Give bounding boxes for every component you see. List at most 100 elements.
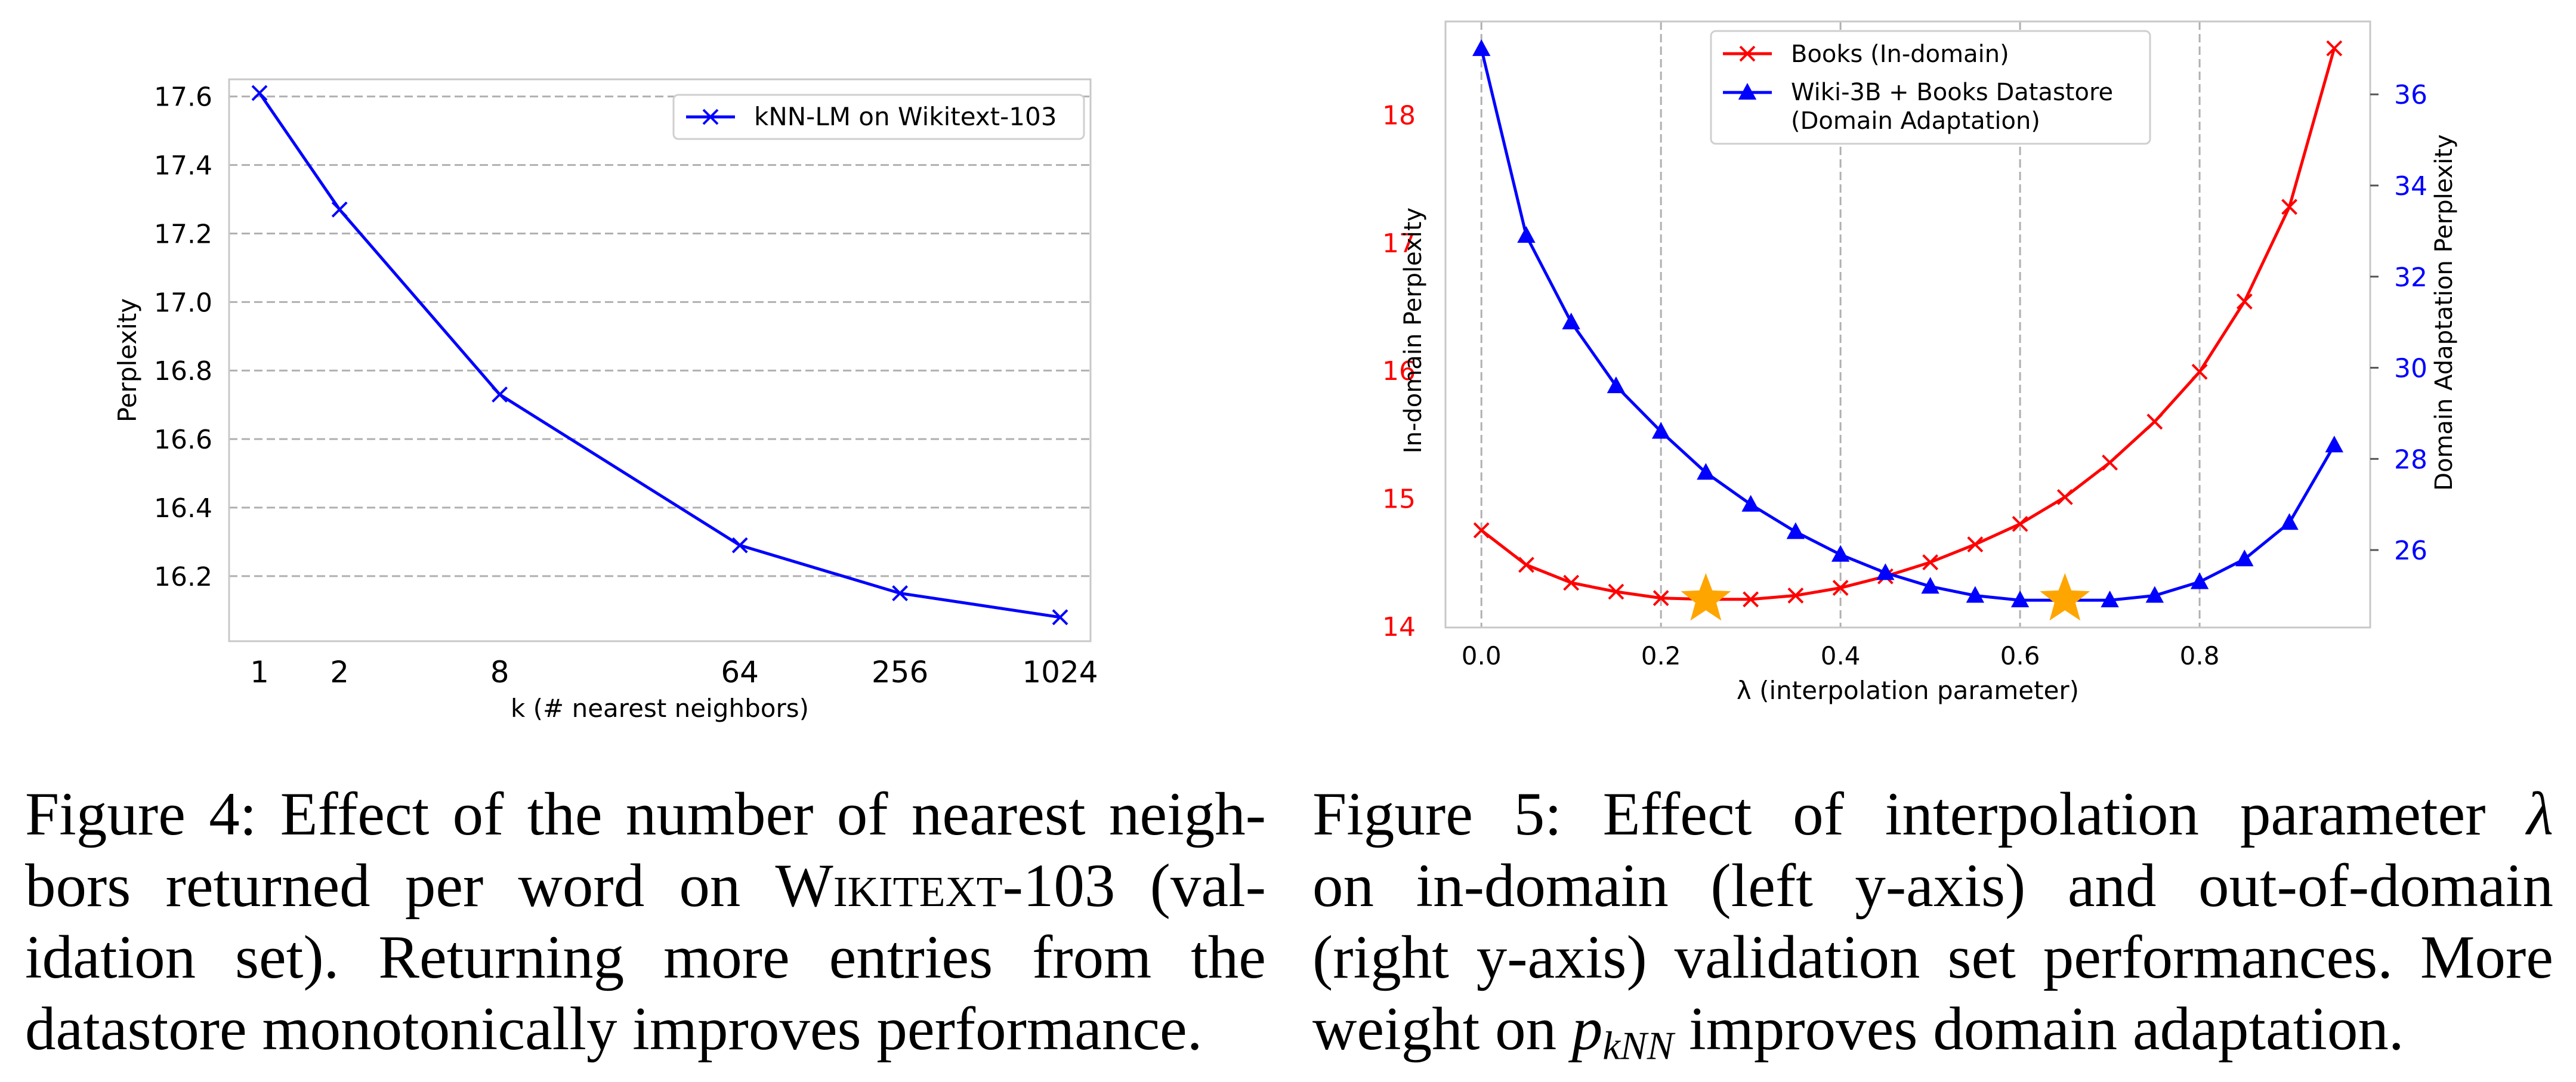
- data-point-marker-stroke: [1967, 536, 1984, 553]
- data-point-marker: [2191, 363, 2208, 380]
- data-point-marker: [1651, 422, 1670, 439]
- data-point-marker-stroke: [731, 537, 748, 554]
- data-point-marker-stroke: [1608, 583, 1624, 600]
- right-y-axis-ticks: 26 28 30 32 34 36: [2370, 80, 2427, 566]
- data-point-marker: [2190, 572, 2209, 589]
- y-axis-ticks: 16.2 16.4 16.6 16.8 17.0 17.2 17.4 17.6: [154, 82, 212, 592]
- caption-line: weight on pkNN improves domain adaptatio…: [1312, 993, 2553, 1082]
- y-tick-label: 17.0: [154, 287, 212, 318]
- x-axis-ticks: 0.0 0.2 0.4 0.6 0.8: [1462, 641, 2220, 670]
- legend: Books (In-domain) Wiki-3B + Books Datasto…: [1710, 30, 2151, 145]
- caption-text: weight on: [1312, 995, 1572, 1063]
- x-tick-label: 1: [250, 655, 269, 690]
- left-y-axis-ticks: 14 15 16 17 18: [1382, 100, 1416, 642]
- series-line-domain-adaptation: [1479, 48, 2336, 602]
- x-tick-label: 0.8: [2180, 641, 2220, 670]
- plot-frame: [228, 78, 1092, 642]
- knn-k-chart: 16.2 16.4 16.6 16.8 17.0 17.2 17.4 17.6 1 2 8 64 256…: [113, 78, 1098, 723]
- x-tick-label: 2: [330, 655, 349, 690]
- data-point-marker-stroke: [2146, 413, 2163, 430]
- x-tick-label: 0.6: [2000, 641, 2040, 670]
- legend-box: [1710, 30, 2151, 145]
- data-point-marker: [492, 387, 508, 403]
- figure-4: 16.2 16.4 16.6 16.8 17.0 17.2 17.4 17.6 1 2 8 64 256…: [0, 0, 1283, 755]
- plot-frame: [1444, 20, 2371, 629]
- figure-4-caption: Figure 4: Effect of the number of neares…: [25, 778, 1266, 1065]
- legend-label: kNN-LM on Wikitext-103: [754, 102, 1057, 131]
- data-point-marker: [2145, 586, 2164, 603]
- data-point-marker-stroke: [892, 585, 909, 601]
- dataset-name: Wikitext: [775, 852, 1003, 920]
- figure-5: 14 15 16 17 18 26 28 30 32 34 36 0.0 0.2 0.4 0.6 0.8 λ (…: [1283, 0, 2576, 755]
- data-point-marker: [1787, 587, 1804, 604]
- figure-5-caption: Figure 5: Effect of interpolation parame…: [1312, 778, 2553, 1082]
- caption-text: -103 (val-: [1002, 852, 1266, 920]
- left-y-tick-label: 16: [1382, 356, 1416, 387]
- data-point-marker-stroke: [1563, 574, 1580, 591]
- caption-line: idation set). Returning more entries fro…: [25, 923, 1266, 991]
- data-point-marker: [1607, 376, 1626, 394]
- data-point-marker: [1563, 574, 1580, 591]
- series-line-knn-lm: [258, 92, 1061, 619]
- data-point-marker: [2012, 515, 2028, 532]
- data-point-marker-stroke: [1922, 554, 1939, 571]
- data-point-marker-stroke: [251, 85, 268, 101]
- star-marker: [1681, 573, 1731, 621]
- data-point-marker: [2101, 591, 2119, 608]
- legend-marker-books-stroke: [1739, 45, 1756, 62]
- data-point-marker-stroke: [1518, 557, 1534, 573]
- y-tick-label: 16.8: [154, 356, 212, 387]
- data-point-marker: [1517, 226, 1536, 243]
- caption-line: Figure 5: Effect of interpolation parame…: [1312, 778, 2553, 850]
- right-y-tick-label: 36: [2394, 80, 2427, 110]
- series-markers: [251, 85, 1068, 626]
- p-symbol: p: [1571, 995, 1603, 1063]
- right-y-tick-label: 34: [2394, 171, 2427, 202]
- y-tick-label: 17.6: [154, 82, 212, 113]
- data-point-marker: [1608, 583, 1624, 600]
- data-point-marker: [1653, 590, 1669, 607]
- legend-label-domain-adaptation: Wiki-3B + Books Datastore: [1791, 79, 2113, 106]
- data-point-marker: [2102, 455, 2118, 471]
- data-point-marker: [1741, 494, 1760, 512]
- data-point-marker-stroke: [2102, 455, 2118, 471]
- data-point-marker-stroke: [1832, 580, 1849, 596]
- right-y-tick-label: 26: [2394, 536, 2427, 566]
- left-y-tick-label: 15: [1382, 484, 1416, 515]
- data-point-marker: [2146, 413, 2163, 430]
- data-point-marker: [1966, 586, 1985, 603]
- x-axis-label: λ (interpolation parameter): [1737, 676, 2079, 705]
- data-point-marker-stroke: [1653, 590, 1669, 607]
- left-y-axis-label: In-domain Perplexity: [1400, 208, 1427, 453]
- data-point-marker: [1922, 554, 1939, 571]
- right-y-tick-label: 28: [2394, 444, 2427, 475]
- data-point-marker: [2326, 40, 2343, 57]
- left-y-tick-label: 18: [1382, 100, 1416, 131]
- x-axis-label: k (# nearest neighbors): [511, 694, 809, 723]
- data-point-marker-stroke: [2326, 40, 2343, 57]
- data-point-marker-stroke: [492, 387, 508, 403]
- x-tick-label: 8: [490, 655, 509, 690]
- data-point-marker: [2010, 591, 2030, 608]
- caption-line: datastore monotonically improves perform…: [25, 995, 1203, 1063]
- data-point-marker: [1832, 580, 1849, 596]
- data-point-marker: [2236, 293, 2253, 310]
- x-tick-label: 0.0: [1462, 641, 1502, 670]
- y-tick-label: 16.6: [154, 425, 212, 455]
- caption-text: improves domain adaptation.: [1673, 995, 2404, 1063]
- legend: kNN-LM on Wikitext-103: [672, 94, 1085, 140]
- data-point-marker: [892, 585, 909, 601]
- data-point-marker: [1743, 591, 1759, 608]
- caption-text: Figure 5: Effect of interpolation parame…: [1312, 780, 2527, 848]
- data-point-marker-stroke: [331, 201, 348, 218]
- left-y-tick-label: 14: [1382, 612, 1416, 642]
- legend-label-books: Books (In-domain): [1791, 41, 2009, 68]
- data-point-marker-stroke: [2191, 363, 2208, 380]
- data-point-marker: [1697, 463, 1715, 480]
- gridlines: [1480, 21, 2201, 627]
- left-y-tick-label: 17: [1382, 228, 1416, 259]
- books-markers: [1473, 40, 2343, 608]
- data-point-marker: [1876, 563, 1895, 580]
- x-tick-label: 0.2: [1641, 641, 1681, 670]
- y-tick-label: 17.4: [154, 151, 212, 181]
